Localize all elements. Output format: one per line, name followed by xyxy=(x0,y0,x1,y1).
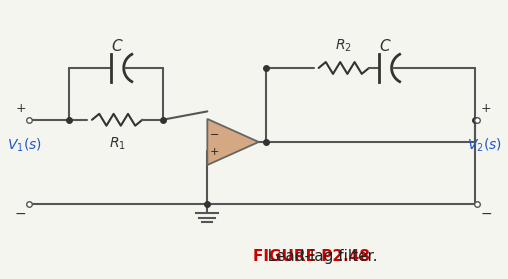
Polygon shape xyxy=(207,119,259,165)
Text: $R_2$: $R_2$ xyxy=(335,38,352,54)
Text: $R_1$: $R_1$ xyxy=(109,136,125,152)
Text: $+$: $+$ xyxy=(480,102,491,115)
Text: $-$: $-$ xyxy=(14,206,26,220)
Text: $+$: $+$ xyxy=(209,146,219,157)
Text: $+$: $+$ xyxy=(15,102,26,115)
Text: $C$: $C$ xyxy=(379,38,391,54)
Text: $C$: $C$ xyxy=(111,38,123,54)
Text: $-$: $-$ xyxy=(209,128,219,138)
Text: $V_2(s)$: $V_2(s)$ xyxy=(467,137,502,155)
Text: Lead-lag filter.: Lead-lag filter. xyxy=(253,249,377,264)
Text: FIGURE P2.48: FIGURE P2.48 xyxy=(253,249,370,264)
Text: $-$: $-$ xyxy=(480,206,492,220)
Text: $V_1(s)$: $V_1(s)$ xyxy=(7,137,42,155)
